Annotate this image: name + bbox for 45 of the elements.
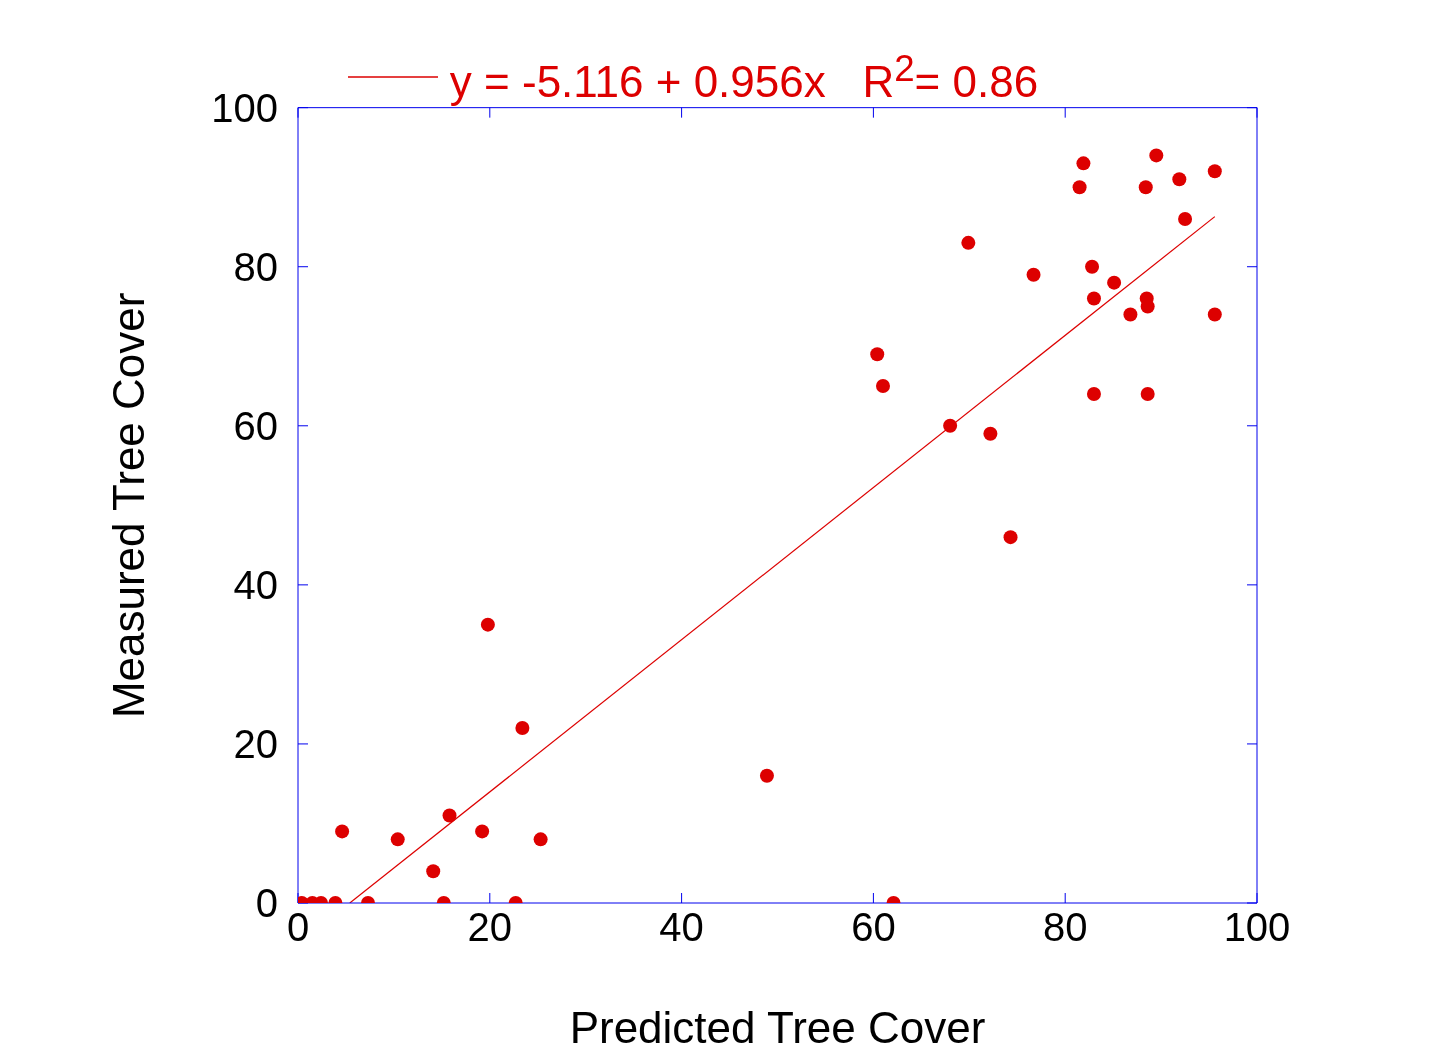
point (515, 721, 530, 736)
legend-label: y = -5.116 + 0.956x R$^{2}$= 0.86 (449, 48, 1039, 107)
point (390, 832, 405, 847)
x-axis-title: Predicted Tree Cover (569, 1003, 986, 1052)
point (1172, 172, 1187, 187)
y-tick-label: 80 (233, 244, 278, 289)
point (1072, 180, 1087, 195)
point (442, 808, 457, 823)
point (1207, 307, 1222, 322)
point (533, 832, 548, 847)
point (1178, 212, 1193, 226)
point (870, 347, 885, 362)
point (759, 768, 774, 783)
x-tick-label: 80 (1042, 905, 1088, 950)
point (1107, 275, 1122, 290)
point (1123, 307, 1138, 322)
x-tick-label: 60 (851, 905, 896, 950)
point (1003, 530, 1018, 545)
point (875, 379, 890, 394)
x-tick-label: 20 (467, 905, 513, 950)
point (1026, 267, 1041, 282)
point (1207, 164, 1222, 179)
point (983, 426, 998, 441)
point (961, 235, 976, 250)
point (1149, 148, 1164, 163)
point (335, 824, 350, 839)
point (1140, 299, 1155, 314)
x-tick-label: 40 (659, 905, 704, 950)
y-tick-label: 20 (233, 722, 278, 767)
point (426, 864, 441, 879)
point (1086, 291, 1101, 306)
y-axis-title: Measured Tree Cover (103, 292, 153, 719)
x-tick-label: 100 (1223, 905, 1291, 950)
x-tick-label: 0 (286, 905, 310, 950)
point (1085, 259, 1100, 274)
point (480, 617, 495, 632)
y-tick-label: 60 (233, 403, 278, 448)
point (943, 418, 958, 433)
y-tick-label: 100 (211, 85, 278, 130)
point (1140, 386, 1155, 401)
y-tick-label: 40 (233, 563, 278, 608)
point (475, 824, 490, 839)
point (1138, 180, 1153, 195)
point (1076, 156, 1091, 171)
point (1086, 386, 1101, 401)
